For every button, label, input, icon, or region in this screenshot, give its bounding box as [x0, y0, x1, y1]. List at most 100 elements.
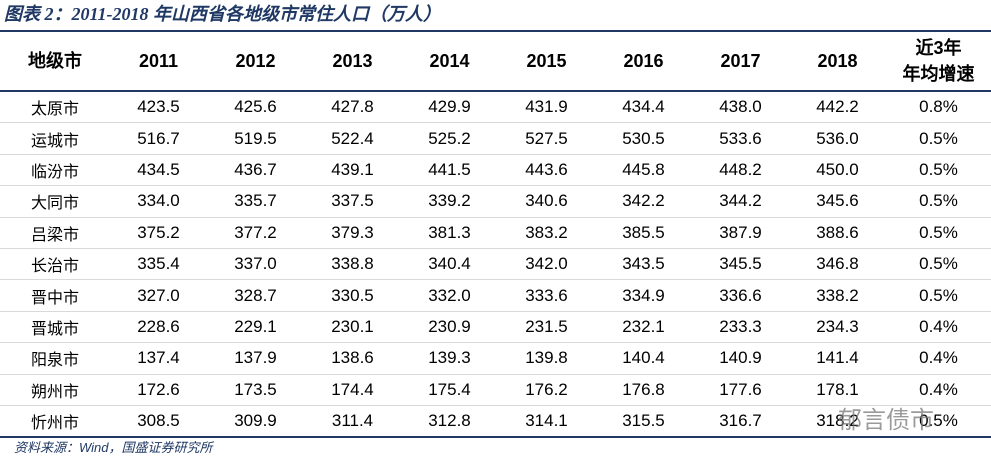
city-cell: 晋城市: [0, 311, 110, 344]
value-cell: 230.9: [401, 311, 498, 344]
value-cell: 140.9: [692, 342, 789, 375]
value-cell: 0.5%: [886, 122, 991, 155]
value-cell: 338.2: [789, 279, 886, 312]
column-header: 地级市: [0, 31, 110, 92]
value-cell: 139.8: [498, 342, 595, 375]
value-cell: 425.6: [207, 91, 304, 124]
value-cell: 530.5: [595, 122, 692, 155]
value-cell: 312.8: [401, 405, 498, 438]
value-cell: 308.5: [110, 405, 207, 438]
table-row: 运城市 516.7 519.5 522.4 525.2 527.5 530.5 533.6 53…: [0, 122, 991, 155]
value-cell: 337.5: [304, 185, 401, 218]
value-cell: 311.4: [304, 405, 401, 438]
value-cell: 316.7: [692, 405, 789, 438]
city-cell: 朔州市: [0, 374, 110, 406]
table-row: 大同市 334.0 335.7 337.5 339.2 340.6 342.2 344.2 34…: [0, 185, 991, 218]
value-cell: 327.0: [110, 279, 207, 312]
value-cell: 337.0: [207, 248, 304, 281]
value-cell: 228.6: [110, 311, 207, 344]
column-header: 2011: [110, 31, 207, 92]
value-cell: 383.2: [498, 217, 595, 249]
value-cell: 340.4: [401, 248, 498, 281]
table-row: 吕梁市 375.2 377.2 379.3 381.3 383.2 385.5 387.9 38…: [0, 217, 991, 249]
value-cell: 346.8: [789, 248, 886, 281]
value-cell: 0.4%: [886, 311, 991, 344]
watermark: 郁言债市: [838, 407, 934, 434]
value-cell: 172.6: [110, 374, 207, 406]
value-cell: 234.3: [789, 311, 886, 344]
table-row: 晋中市 327.0 328.7 330.5 332.0 333.6 334.9 336.6 33…: [0, 279, 991, 312]
value-cell: 423.5: [110, 91, 207, 124]
value-cell: 340.6: [498, 185, 595, 218]
value-cell: 442.2: [789, 91, 886, 124]
value-cell: 309.9: [207, 405, 304, 438]
city-cell: 长治市: [0, 248, 110, 281]
value-cell: 174.4: [304, 374, 401, 406]
value-cell: 0.5%: [886, 217, 991, 249]
value-cell: 0.5%: [886, 248, 991, 281]
column-header: 2014: [401, 31, 498, 92]
table-row: 长治市 335.4 337.0 338.8 340.4 342.0 343.5 345.5 34…: [0, 248, 991, 281]
value-cell: 231.5: [498, 311, 595, 344]
value-cell: 0.5%: [886, 154, 991, 187]
value-cell: 230.1: [304, 311, 401, 344]
value-cell: 522.4: [304, 122, 401, 155]
table-row: 晋城市 228.6 229.1 230.1 230.9 231.5 232.1 233.3 23…: [0, 311, 991, 344]
value-cell: 173.5: [207, 374, 304, 406]
value-cell: 233.3: [692, 311, 789, 344]
header-row: 地级市 2011 2012 2013 2014 2015 2016 2017 2018 近3年 年…: [0, 31, 991, 92]
column-header: 2017: [692, 31, 789, 92]
city-cell: 阳泉市: [0, 342, 110, 375]
column-header: 2013: [304, 31, 401, 92]
value-cell: 176.8: [595, 374, 692, 406]
value-cell: 137.4: [110, 342, 207, 375]
column-header: 2015: [498, 31, 595, 92]
city-cell: 太原市: [0, 91, 110, 124]
value-cell: 345.5: [692, 248, 789, 281]
value-cell: 536.0: [789, 122, 886, 155]
value-cell: 381.3: [401, 217, 498, 249]
column-header: 近3年 年均增速: [886, 31, 991, 92]
table: 地级市 2011 2012 2013 2014 2015 2016 2017 2018 近3年 年…: [0, 30, 991, 439]
value-cell: 344.2: [692, 185, 789, 218]
value-cell: 436.7: [207, 154, 304, 187]
value-cell: 343.5: [595, 248, 692, 281]
city-cell: 临汾市: [0, 154, 110, 187]
value-cell: 448.2: [692, 154, 789, 187]
value-cell: 334.9: [595, 279, 692, 312]
value-cell: 516.7: [110, 122, 207, 155]
value-cell: 427.8: [304, 91, 401, 124]
column-header: 2012: [207, 31, 304, 92]
value-cell: 0.4%: [886, 374, 991, 406]
value-cell: 379.3: [304, 217, 401, 249]
value-cell: 519.5: [207, 122, 304, 155]
city-cell: 忻州市: [0, 405, 110, 438]
value-cell: 342.2: [595, 185, 692, 218]
value-cell: 0.8%: [886, 91, 991, 124]
value-cell: 335.7: [207, 185, 304, 218]
value-cell: 330.5: [304, 279, 401, 312]
value-cell: 441.5: [401, 154, 498, 187]
value-cell: 177.6: [692, 374, 789, 406]
value-cell: 333.6: [498, 279, 595, 312]
value-cell: 0.5%: [886, 405, 991, 438]
value-cell: 450.0: [789, 154, 886, 187]
value-cell: 527.5: [498, 122, 595, 155]
table-row: 阳泉市 137.4 137.9 138.6 139.3 139.8 140.4 140.9 14…: [0, 342, 991, 375]
city-cell: 运城市: [0, 122, 110, 155]
value-cell: 375.2: [110, 217, 207, 249]
value-cell: 229.1: [207, 311, 304, 344]
value-cell: 314.1: [498, 405, 595, 438]
value-cell: 434.4: [595, 91, 692, 124]
value-cell: 336.6: [692, 279, 789, 312]
source: 资料来源：Wind，国盛证券研究所: [14, 440, 213, 455]
value-cell: 140.4: [595, 342, 692, 375]
value-cell: 176.2: [498, 374, 595, 406]
value-cell: 0.4%: [886, 342, 991, 375]
table-row: 忻州市 308.5 309.9 311.4 312.8 314.1 315.5 316.7 31…: [0, 405, 991, 438]
value-cell: 342.0: [498, 248, 595, 281]
value-cell: 345.6: [789, 185, 886, 218]
value-cell: 445.8: [595, 154, 692, 187]
value-cell: 443.6: [498, 154, 595, 187]
